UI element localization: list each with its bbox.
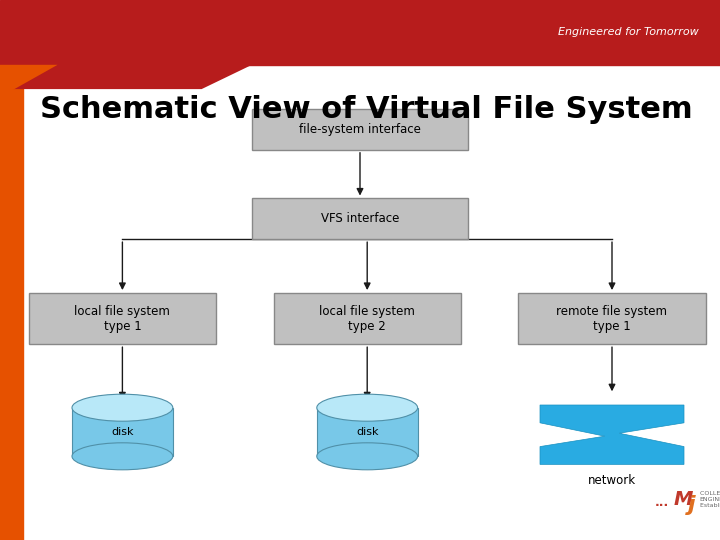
Ellipse shape	[72, 394, 173, 421]
FancyBboxPatch shape	[518, 293, 706, 345]
Text: M: M	[673, 490, 693, 509]
Polygon shape	[72, 408, 173, 456]
Polygon shape	[540, 405, 684, 464]
Text: disk: disk	[356, 427, 379, 437]
Text: disk: disk	[111, 427, 134, 437]
Polygon shape	[0, 65, 58, 97]
FancyBboxPatch shape	[252, 199, 468, 239]
Text: local file system
type 2: local file system type 2	[319, 305, 415, 333]
Ellipse shape	[317, 394, 418, 421]
FancyBboxPatch shape	[252, 109, 468, 150]
Text: remote file system
type 1: remote file system type 1	[557, 305, 667, 333]
Bar	[0, 0, 720, 65]
Text: COLLEGE OF
ENGINEERING
Established in 1969: COLLEGE OF ENGINEERING Established in 19…	[700, 491, 720, 508]
Bar	[0, 65, 23, 540]
Text: VFS interface: VFS interface	[321, 212, 399, 225]
Text: Engineered for Tomorrow: Engineered for Tomorrow	[558, 28, 698, 37]
Text: Schematic View of Virtual File System: Schematic View of Virtual File System	[40, 94, 692, 124]
FancyBboxPatch shape	[29, 293, 216, 345]
Text: ...: ...	[655, 496, 670, 509]
Ellipse shape	[317, 443, 418, 470]
Polygon shape	[0, 0, 252, 89]
Text: j: j	[688, 495, 696, 515]
Text: file-system interface: file-system interface	[299, 123, 421, 136]
Text: local file system
type 1: local file system type 1	[74, 305, 171, 333]
Text: network: network	[588, 474, 636, 487]
FancyBboxPatch shape	[274, 293, 461, 345]
Polygon shape	[317, 408, 418, 456]
Ellipse shape	[72, 443, 173, 470]
